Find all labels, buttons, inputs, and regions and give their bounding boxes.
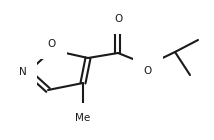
- Text: N: N: [19, 67, 27, 77]
- Text: O: O: [144, 66, 152, 76]
- Text: O: O: [115, 14, 123, 24]
- Text: Me: Me: [75, 113, 91, 123]
- Text: O: O: [48, 39, 56, 49]
